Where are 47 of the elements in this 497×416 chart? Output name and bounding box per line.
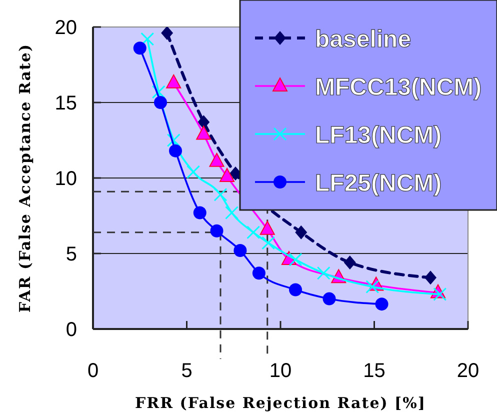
legend-label: baseline (315, 26, 412, 53)
point (375, 298, 388, 311)
point (295, 225, 308, 240)
point (154, 96, 167, 109)
x-axis-title: FRR (False Rejection Rate) [%] (135, 394, 426, 412)
point (260, 220, 275, 235)
y-tick-label: 15 (54, 92, 77, 114)
legend-label: LF13(NCM) (315, 122, 442, 149)
point (433, 288, 447, 302)
point (210, 224, 224, 238)
x-tick-label: 10 (269, 360, 292, 382)
point (234, 244, 247, 257)
y-tick-label: 5 (66, 244, 77, 266)
point (166, 134, 180, 147)
point (366, 280, 380, 294)
x-tick-label: 0 (87, 360, 99, 382)
point (225, 206, 238, 220)
point (209, 152, 224, 167)
x-tick-label: 5 (181, 360, 192, 382)
x-tick-label: 20 (456, 360, 480, 382)
point (169, 144, 182, 158)
y-tick-label: 20 (54, 17, 77, 39)
point (193, 206, 206, 220)
point (140, 32, 154, 46)
point (161, 27, 174, 40)
point (289, 283, 302, 296)
point (252, 266, 266, 280)
point (214, 188, 228, 202)
point (424, 270, 436, 285)
legend-label: MFCC13(NCM) (315, 74, 482, 101)
point (322, 292, 336, 306)
point (196, 126, 212, 140)
point (230, 166, 242, 180)
legend-label: LF25(NCM) (315, 170, 442, 197)
point (186, 165, 200, 179)
point (152, 85, 166, 99)
point (133, 42, 146, 55)
y-tick-label: 0 (66, 319, 77, 341)
point (246, 226, 260, 240)
point (316, 266, 330, 280)
y-tick-label: 10 (54, 168, 77, 190)
point (344, 256, 356, 270)
x-tick-label: 15 (363, 360, 386, 382)
y-axis-title: FAR (False Acceptance Rate) (16, 43, 34, 313)
point (198, 115, 210, 130)
point (288, 252, 302, 266)
point (262, 236, 276, 250)
